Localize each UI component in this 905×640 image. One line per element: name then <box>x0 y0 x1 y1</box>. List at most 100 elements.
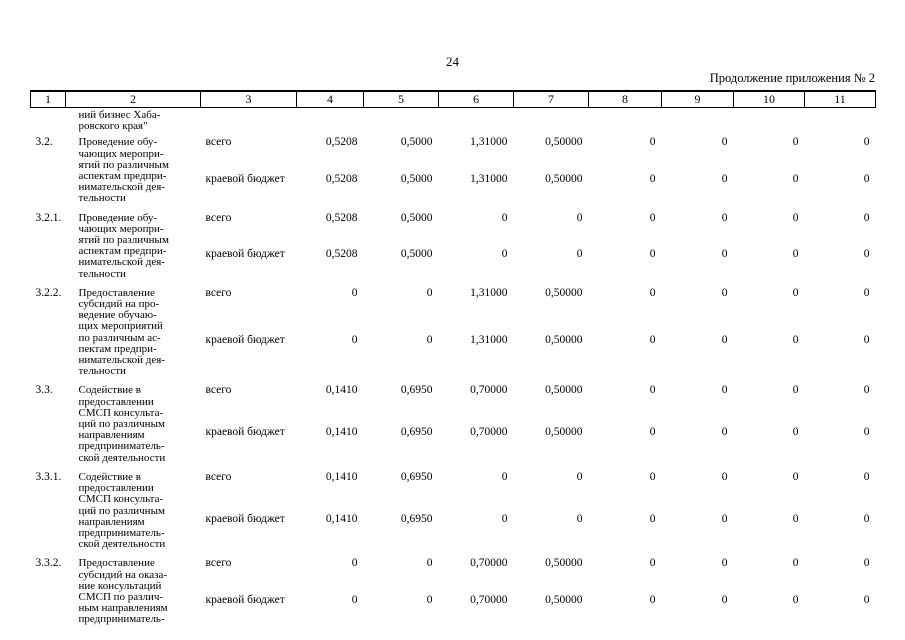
column-header: 8 <box>588 90 662 108</box>
item-number: 3.2. <box>35 136 53 149</box>
value-cell: 0 <box>721 172 728 185</box>
item-group: 3.2. Проведение обу- чающих меропри- ятий… <box>31 134 876 209</box>
value-cell: 1,31000 <box>470 286 508 299</box>
value-cell: 0 <box>792 470 799 483</box>
value-cell: 0,70000 <box>470 557 508 570</box>
value-cell: 0,6950 <box>400 384 433 397</box>
value-cell: 0 <box>721 334 728 347</box>
value-cell: 0 <box>792 426 799 439</box>
value-cell: 0,6950 <box>400 426 433 439</box>
value-cell: 0,1410 <box>325 384 358 397</box>
value-cell: 0 <box>721 593 728 606</box>
value-cell: 0 <box>792 172 799 185</box>
value-cell: 0 <box>863 136 870 149</box>
value-cell: 0 <box>649 136 656 149</box>
budget-label: всего <box>205 557 232 570</box>
value-cell: 0 <box>863 172 870 185</box>
value-cell: 0 <box>721 470 728 483</box>
value-cell: 0 <box>721 248 728 261</box>
value-cell: 0,5000 <box>400 211 433 224</box>
value-cell: 0,5208 <box>325 248 358 261</box>
budget-row: 3.2. Проведение обу- чающих меропри- ятий… <box>31 134 876 204</box>
item-description: Проведение обу- чающих меропри- ятий по … <box>78 136 169 205</box>
value-cell: 0 <box>792 248 799 261</box>
value-cell: 0,50000 <box>545 136 583 149</box>
item-description: Предоставление субсидий на про- ведение … <box>78 286 165 378</box>
value-cell: 0 <box>351 593 358 606</box>
table-header: 1 2 3 4 5 6 7 8 9 10 11 <box>30 90 876 108</box>
budget-label: краевой бюджет <box>205 426 285 439</box>
budget-row: 3.2.2. Предоставление субсидий на про- ве… <box>31 285 876 377</box>
value-cell: 0 <box>351 286 358 299</box>
value-cell: 0 <box>792 136 799 149</box>
value-cell: 0,70000 <box>470 384 508 397</box>
budget-label: всего <box>205 470 232 483</box>
value-cell: 0 <box>649 286 656 299</box>
value-cell: 0 <box>501 211 508 224</box>
item-number: 3.2.1. <box>35 211 62 224</box>
value-cell: 0 <box>863 211 870 224</box>
budget-row: краевой бюджет 0,1410 0,6950 0,70000 0,50000… <box>31 424 876 466</box>
item-number: 3.3. <box>35 384 53 397</box>
value-cell: 0 <box>721 286 728 299</box>
value-cell: 0,50000 <box>545 593 583 606</box>
value-cell: 0,5208 <box>325 211 358 224</box>
value-cell: 0 <box>721 426 728 439</box>
value-cell: 0,50000 <box>545 172 583 185</box>
value-cell: 0,5208 <box>325 172 358 185</box>
value-cell: 0 <box>863 470 870 483</box>
value-cell: 0,5208 <box>325 136 358 149</box>
budget-row: 3.3.2. Предоставление субсидий на оказа- … <box>31 555 876 625</box>
value-cell: 0,50000 <box>545 334 583 347</box>
column-header: 1 <box>30 90 66 108</box>
value-cell: 0 <box>649 211 656 224</box>
column-header: 7 <box>513 90 589 108</box>
value-cell: 0,70000 <box>470 426 508 439</box>
value-cell: 0 <box>721 136 728 149</box>
item-description: Проведение обу- чающих меропри- ятий по … <box>78 211 169 280</box>
value-cell: 0,1410 <box>325 470 358 483</box>
column-header: 11 <box>804 90 876 108</box>
value-cell: 0,50000 <box>545 286 583 299</box>
column-header: 4 <box>296 90 364 108</box>
value-cell: 0,50000 <box>545 426 583 439</box>
carryover-group: ний бизнес Хаба- ровского края" <box>31 108 876 135</box>
item-group: 3.3.2. Предоставление субсидий на оказа- … <box>31 555 876 630</box>
budget-label: всего <box>205 286 232 299</box>
value-cell: 0 <box>863 384 870 397</box>
value-cell: 0 <box>426 593 433 606</box>
empty-cell <box>201 108 876 135</box>
column-header: 6 <box>438 90 514 108</box>
value-cell: 0 <box>721 557 728 570</box>
budget-row: 3.3.1. Содействие в предоставлении СМСП к… <box>31 469 876 550</box>
value-cell: 0 <box>649 512 656 525</box>
value-cell: 1,31000 <box>470 334 508 347</box>
item-description: Содействие в предоставлении СМСП консуль… <box>78 470 166 551</box>
value-cell: 0 <box>649 557 656 570</box>
value-cell: 0 <box>792 384 799 397</box>
value-cell: 0 <box>721 512 728 525</box>
value-cell: 0 <box>501 512 508 525</box>
value-cell: 0,6950 <box>400 470 433 483</box>
value-cell: 0 <box>863 248 870 261</box>
value-cell: 0 <box>863 557 870 570</box>
value-cell: 0 <box>721 211 728 224</box>
item-number: 3.3.2. <box>35 557 62 570</box>
value-cell: 0 <box>649 248 656 261</box>
budget-label: всего <box>205 384 232 397</box>
value-cell: 1,31000 <box>470 136 508 149</box>
value-cell: 0 <box>792 557 799 570</box>
value-cell: 0 <box>649 470 656 483</box>
value-cell: 0,5000 <box>400 136 433 149</box>
value-cell: 1,31000 <box>470 172 508 185</box>
value-cell: 0,50000 <box>545 384 583 397</box>
budget-label: краевой бюджет <box>205 512 285 525</box>
value-cell: 0 <box>649 593 656 606</box>
value-cell: 0 <box>576 512 583 525</box>
value-cell: 0,5000 <box>400 248 433 261</box>
value-cell: 0 <box>351 557 358 570</box>
spacer-cell <box>201 628 876 630</box>
value-cell: 0 <box>792 512 799 525</box>
budget-label: всего <box>205 211 232 224</box>
value-cell: 0 <box>863 426 870 439</box>
